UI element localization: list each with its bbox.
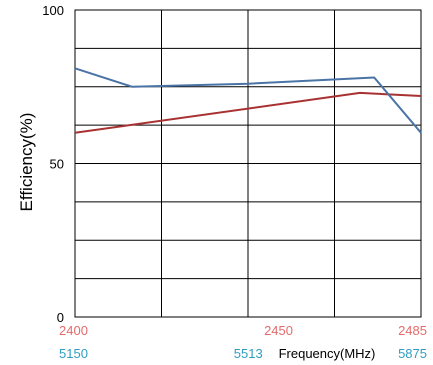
x-tick-labels: 2400 2450 2485 5150 5513 5875 [59, 323, 427, 361]
y-tick-label: 0 [57, 310, 64, 325]
plot-frame [74, 9, 422, 318]
x-tick-label: 2450 [264, 323, 293, 338]
series-line-2 [74, 67, 422, 134]
y-tick-labels: 0 50 100 [42, 3, 64, 325]
x-tick-label: 5150 [59, 346, 88, 361]
series-lines [74, 67, 422, 134]
x-tick-label: 5875 [398, 346, 427, 361]
x-tick-label: 5513 [234, 346, 263, 361]
y-axis-label: Efficiency(%) [17, 113, 36, 212]
x-tick-label: 2400 [59, 323, 88, 338]
series-line-1 [74, 91, 422, 134]
grid [74, 9, 422, 318]
y-tick-label: 100 [42, 3, 64, 18]
y-tick-label: 50 [50, 157, 64, 172]
x-axis-label: Frequency(MHz) [279, 346, 376, 361]
x-tick-label: 2485 [398, 323, 427, 338]
